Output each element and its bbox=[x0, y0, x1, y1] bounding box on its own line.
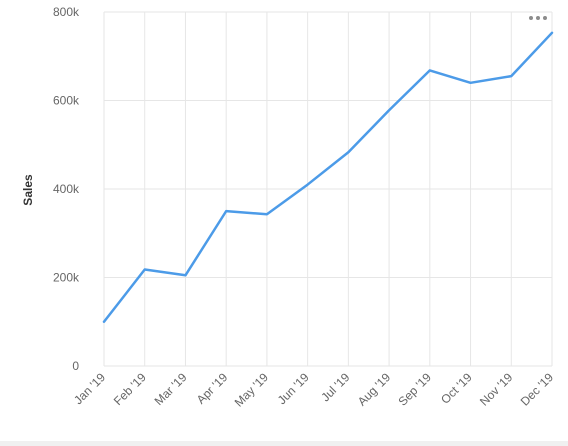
x-tick-label: May '19 bbox=[232, 370, 272, 410]
y-tick-label: 800k bbox=[53, 5, 80, 19]
data-point[interactable] bbox=[141, 266, 149, 274]
grid-lines bbox=[103, 11, 553, 367]
data-point[interactable] bbox=[467, 79, 475, 87]
data-point[interactable] bbox=[263, 210, 271, 218]
series-layer bbox=[100, 29, 556, 326]
data-point[interactable] bbox=[222, 207, 230, 215]
data-point[interactable] bbox=[385, 106, 393, 114]
ellipsis-horizontal-icon bbox=[536, 16, 540, 20]
x-tick-label: Nov '19 bbox=[477, 370, 516, 409]
x-tick-label: Jan '19 bbox=[71, 370, 108, 407]
y-axis-ticks: 0 200k 400k 600k 800k bbox=[53, 5, 80, 373]
x-tick-label: Apr '19 bbox=[194, 370, 231, 407]
x-axis-ticks: Jan '19 Feb '19 Mar '19 Apr '19 May '19 Jun '… bbox=[71, 370, 556, 410]
x-tick-label: Oct '19 bbox=[438, 370, 475, 407]
y-tick-label: 0 bbox=[72, 359, 79, 373]
data-point[interactable] bbox=[181, 271, 189, 279]
sales-series-line[interactable] bbox=[102, 31, 554, 323]
data-point[interactable] bbox=[548, 29, 556, 37]
data-point[interactable] bbox=[344, 148, 352, 156]
x-tick-label: Feb '19 bbox=[111, 370, 149, 408]
data-point[interactable] bbox=[100, 318, 108, 326]
bottom-scroll-strip bbox=[0, 441, 568, 446]
data-point[interactable] bbox=[426, 66, 434, 74]
y-axis-title: Sales bbox=[21, 174, 35, 206]
data-point[interactable] bbox=[507, 72, 515, 80]
x-tick-label: Dec '19 bbox=[518, 370, 557, 409]
y-tick-label: 200k bbox=[53, 271, 80, 285]
y-tick-label: 400k bbox=[53, 182, 80, 196]
x-tick-label: Aug '19 bbox=[355, 370, 394, 409]
x-tick-label: Jul '19 bbox=[318, 370, 352, 404]
y-tick-label: 600k bbox=[53, 94, 80, 108]
x-tick-label: Sep '19 bbox=[396, 370, 435, 409]
ellipsis-horizontal-icon bbox=[529, 16, 533, 20]
x-tick-label: Mar '19 bbox=[152, 370, 190, 408]
ellipsis-horizontal-icon bbox=[543, 16, 547, 20]
chart-menu-button[interactable] bbox=[522, 7, 554, 29]
data-point[interactable] bbox=[304, 181, 312, 189]
x-tick-label: Jun '19 bbox=[275, 370, 312, 407]
